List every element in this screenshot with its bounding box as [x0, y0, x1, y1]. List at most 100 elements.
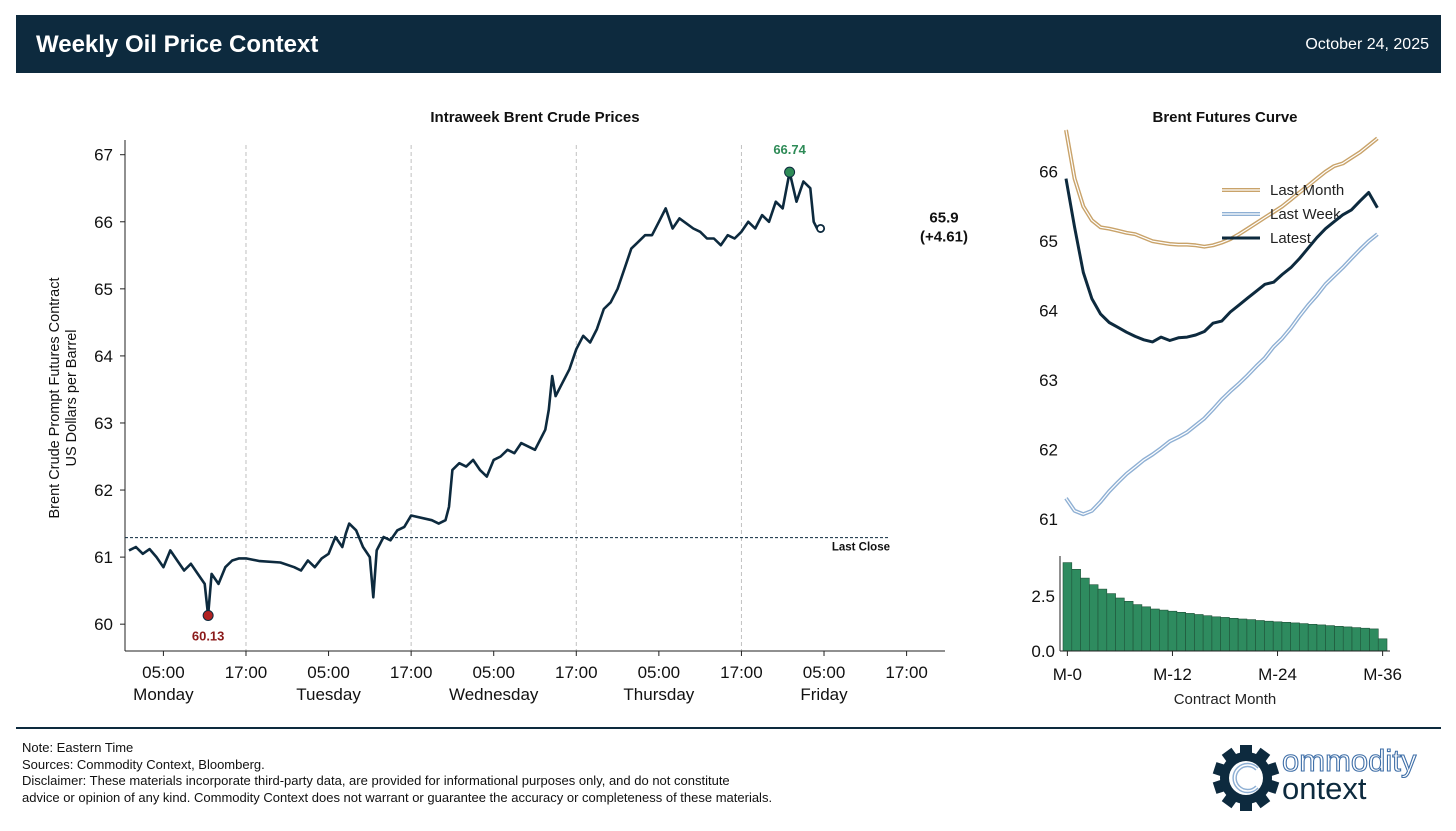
- spread-bar: [1071, 568, 1081, 652]
- footer-note: Note: Eastern Time: [22, 740, 134, 755]
- bar-x-tick-label: M-36: [1363, 665, 1402, 684]
- x-tick-time: 05:00: [803, 663, 846, 682]
- y-tick-label: 65: [94, 280, 113, 299]
- spread-bar: [1360, 627, 1370, 652]
- spread-bar: [1377, 638, 1388, 652]
- curve-line-inner: [1065, 129, 1378, 248]
- weekly-high-label: 66.74: [773, 142, 806, 157]
- x-tick-time: 17:00: [225, 663, 268, 682]
- spread-bar: [1089, 584, 1099, 652]
- bar-y-tick-label: 2.5: [1031, 587, 1055, 606]
- spread-bar: [1246, 619, 1257, 652]
- brent-price-line: [128, 170, 821, 617]
- curve-chart-title: Brent Futures Curve: [1152, 109, 1297, 126]
- x-tick-day: Thursday: [623, 685, 694, 704]
- spread-bar: [1237, 618, 1248, 652]
- curve-y-tick-label: 62: [1039, 441, 1058, 460]
- main-chart-title: Intraweek Brent Crude Prices: [430, 109, 639, 126]
- page-title: Weekly Oil Price Context: [36, 31, 319, 58]
- y-tick-label: 64: [94, 347, 113, 366]
- curve-line-latest: [1064, 178, 1379, 344]
- spread-bar: [1316, 624, 1327, 652]
- footer-divider: [16, 727, 1441, 729]
- x-tick-day: Friday: [800, 685, 848, 704]
- legend-label: Last Month: [1270, 182, 1344, 199]
- bar-y-tick-label: 0.0: [1031, 642, 1055, 661]
- bar-xlabel: Contract Month: [1174, 691, 1277, 708]
- intraweek-price-chart: Intraweek Brent Crude Prices Brent Crude …: [47, 109, 968, 704]
- spread-bar: [1062, 562, 1073, 652]
- spread-bar: [1115, 597, 1125, 652]
- x-tick-time: 05:00: [472, 663, 515, 682]
- y-tick-label: 67: [94, 146, 113, 165]
- x-tick-time: 05:00: [307, 663, 350, 682]
- spread-bar: [1211, 616, 1222, 652]
- weekly-low-label: 60.13: [192, 628, 225, 643]
- spread-bar: [1290, 622, 1300, 652]
- spread-bar: [1342, 626, 1353, 652]
- spread-bar: [1202, 615, 1213, 652]
- y-tick-label: 61: [94, 548, 113, 567]
- spread-bar: [1097, 588, 1108, 652]
- spread-bar: [1255, 620, 1265, 652]
- curve-spread-bar-chart: 0.0 2.5 M-0 M-12 M-24 M-36 Contract Month: [1031, 556, 1402, 708]
- curve-line-last-week: [1064, 232, 1379, 517]
- spread-bar: [1194, 614, 1204, 652]
- curve-y-tick-label: 64: [1039, 302, 1058, 321]
- report-date: October 24, 2025: [1305, 36, 1429, 53]
- curve-y-tick-label: 65: [1039, 232, 1058, 251]
- logo-text-line1: ommodity: [1282, 743, 1417, 778]
- spread-bar: [1167, 610, 1178, 652]
- bar-x-tick-label: M-24: [1258, 665, 1297, 684]
- curve-y-tick-label: 63: [1039, 371, 1058, 390]
- header-bar: Weekly Oil Price Context October 24, 202…: [16, 15, 1441, 73]
- spread-bar: [1106, 593, 1116, 652]
- logo-text-line2: ontext: [1282, 771, 1367, 806]
- y-tick-label: 62: [94, 481, 113, 500]
- curve-line-inner: [1065, 233, 1378, 515]
- y-tick-label: 66: [94, 213, 113, 232]
- x-tick-time: 17:00: [390, 663, 433, 682]
- spread-bar: [1307, 623, 1318, 652]
- x-tick-day: Wednesday: [449, 685, 539, 704]
- spread-bar: [1325, 625, 1335, 652]
- spread-bar: [1229, 617, 1239, 652]
- spread-bar: [1272, 621, 1283, 652]
- spread-bar: [1281, 621, 1292, 652]
- x-tick-time: 17:00: [720, 663, 763, 682]
- main-ylabel-line2: US Dollars per Barrel: [64, 330, 80, 467]
- spread-bar: [1299, 623, 1309, 652]
- bar-x-tick-label: M-0: [1053, 665, 1082, 684]
- x-tick-time: 05:00: [638, 663, 681, 682]
- gear-c-logo-icon: [1212, 745, 1280, 811]
- last-price-label: 65.9: [929, 209, 958, 226]
- spread-bar: [1132, 604, 1143, 652]
- x-tick-time: 17:00: [555, 663, 598, 682]
- last-price-change: (+4.61): [920, 228, 968, 245]
- company-logo: ommodity ontext: [1212, 742, 1417, 811]
- footer-disclaimer-1: Disclaimer: These materials incorporate …: [22, 773, 730, 788]
- spread-bar: [1150, 608, 1160, 652]
- last-price-marker: [816, 223, 826, 233]
- x-tick-day: Tuesday: [296, 685, 361, 704]
- spread-bar: [1334, 625, 1344, 652]
- y-tick-label: 60: [94, 615, 113, 634]
- spread-bar: [1141, 606, 1151, 652]
- footer-disclaimer-2: advice or opinion of any kind. Commodity…: [22, 789, 773, 805]
- legend-label: Last Week: [1270, 206, 1341, 223]
- legend-label: Latest: [1270, 230, 1312, 247]
- spread-bar: [1124, 600, 1134, 652]
- charts-canvas: Intraweek Brent Crude Prices Brent Crude …: [47, 109, 1402, 708]
- bar-x-tick-label: M-12: [1153, 665, 1192, 684]
- curve-y-tick-label: 66: [1039, 163, 1058, 182]
- spread-bar: [1220, 617, 1230, 652]
- weekly-low-marker: [202, 609, 214, 621]
- last-close-label: Last Close: [832, 542, 890, 554]
- y-tick-label: 63: [94, 414, 113, 433]
- spread-bar: [1185, 613, 1195, 652]
- spread-bar: [1176, 611, 1186, 652]
- footer-sources: Sources: Commodity Context, Bloomberg.: [22, 756, 265, 772]
- futures-curve-chart: Brent Futures Curve 61 62 63 64 65 66 Last Mont…: [1039, 109, 1379, 529]
- main-ylabel-line1: Brent Crude Prompt Futures Contract: [47, 278, 63, 519]
- spread-bar: [1159, 609, 1169, 652]
